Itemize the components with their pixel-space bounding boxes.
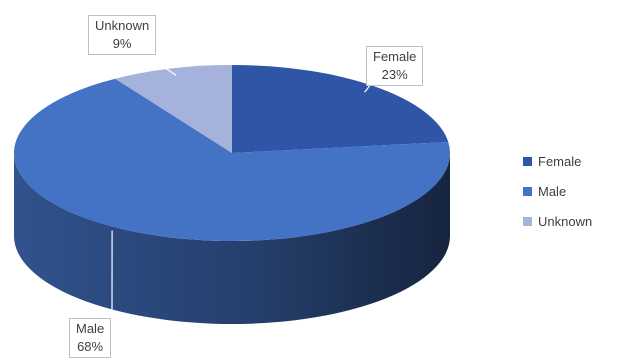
- legend-item-female: Female: [523, 150, 592, 172]
- legend-label-female: Female: [538, 153, 582, 169]
- data-label-female-value: 23%: [381, 67, 408, 82]
- data-label-male: Male 68%: [69, 318, 112, 358]
- data-label-unknown: Unknown 9%: [88, 15, 157, 55]
- chart-legend: Female Male Unknown: [523, 150, 592, 240]
- legend-label-unknown: Unknown: [538, 213, 593, 229]
- legend-swatch-female: [523, 156, 532, 166]
- pie-side-walls: [14, 153, 450, 324]
- legend-item-unknown: Unknown: [523, 210, 592, 232]
- data-label-female-name: Female: [373, 49, 417, 64]
- data-label-female: Female 23%: [366, 46, 424, 86]
- pie-slice-male: [13, 78, 450, 242]
- data-label-male-name: Male: [76, 321, 105, 336]
- legend-label-male: Male: [538, 183, 567, 199]
- legend-swatch-male: [523, 186, 532, 196]
- pie-top-faces: [13, 65, 450, 242]
- legend-item-male: Male: [523, 180, 592, 202]
- data-label-unknown-value: 9%: [112, 36, 132, 51]
- legend-swatch-unknown: [523, 216, 532, 226]
- pie-slice-unknown: [115, 65, 232, 153]
- data-label-unknown-name: Unknown: [95, 18, 150, 33]
- data-label-male-value: 68%: [77, 339, 104, 354]
- leader-line-unknown: [149, 57, 177, 76]
- pie-side-male: [14, 153, 450, 324]
- pie-slice-female: [232, 65, 449, 153]
